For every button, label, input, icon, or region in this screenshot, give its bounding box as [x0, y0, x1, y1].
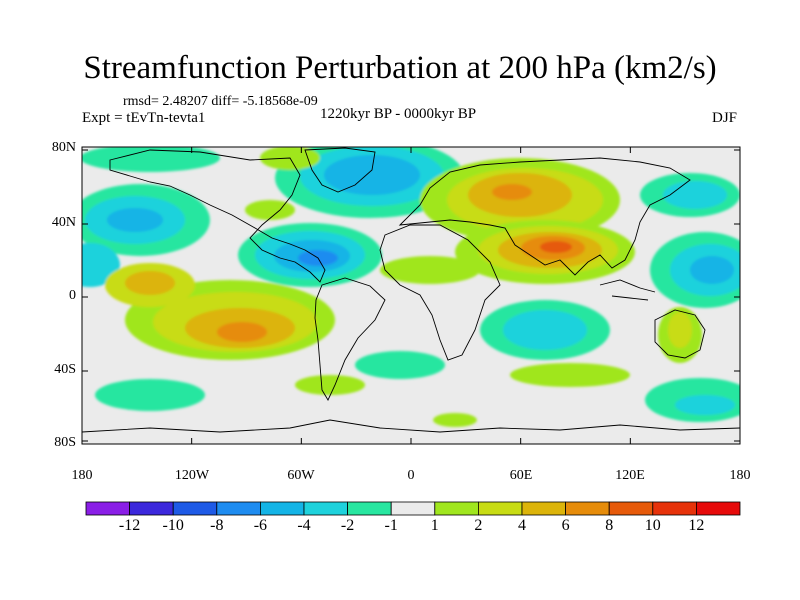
x-tick-label: 120E	[615, 468, 645, 483]
colorbar-label: 6	[561, 517, 570, 534]
europe-asia-coast	[398, 157, 691, 276]
y-tick-label: 80S	[54, 435, 76, 450]
neg-north-pacific-mid	[663, 181, 727, 209]
pos-indian-south	[433, 413, 477, 427]
colorbar-label: -6	[253, 517, 268, 534]
colorbar-swatch	[347, 501, 392, 516]
africa-coast	[379, 224, 501, 361]
pos-greenland-south	[245, 200, 295, 220]
colorbar-label: 4	[518, 517, 526, 534]
colorbar-label: -2	[340, 517, 355, 534]
neg-indian-ocean-mid	[503, 310, 587, 350]
map-ticks	[81, 147, 741, 444]
colorbar-swatch	[521, 501, 566, 516]
experiment-label: Expt = tEvTn-tevta1	[82, 110, 206, 126]
colorbar-swatch	[129, 501, 174, 516]
y-tick-label: 40S	[54, 362, 76, 377]
colorbar-label: -4	[297, 517, 311, 534]
south-america-coast	[314, 277, 386, 401]
north-america-coast	[109, 149, 326, 283]
neg-southern-east-mid	[675, 395, 735, 415]
pos-south-asia-peak	[540, 241, 572, 253]
colorbar-swatch	[565, 501, 610, 516]
colorbar-swatch	[303, 501, 348, 516]
x-tick-label: 60E	[509, 468, 533, 483]
colorbar-label: 2	[474, 517, 483, 534]
colorbar-swatch	[696, 501, 741, 516]
colorbar-label: -10	[162, 517, 184, 534]
y-tick-label: 40N	[51, 215, 76, 230]
colorbar-swatch	[390, 501, 436, 516]
pos-south-atlantic	[295, 375, 365, 395]
period-label: 1220kyr BP - 0000kyr BP	[320, 106, 477, 122]
colorbar-label: -1	[384, 517, 398, 534]
colorbar-label: 1	[430, 517, 439, 534]
australia-coast	[654, 309, 706, 359]
neg-pacific-west-core	[107, 208, 163, 232]
colorbar-swatch	[434, 501, 479, 516]
pos-tropical-pacific-strong	[125, 271, 175, 295]
colorbar-swatch	[216, 501, 261, 516]
y-tick-label: 0	[69, 288, 76, 303]
colorbar-label: 12	[688, 517, 705, 534]
pos-australia-mid	[668, 312, 692, 348]
x-tick-label: 60W	[287, 468, 315, 483]
greenland-coast	[304, 147, 376, 193]
colorbar-swatch	[85, 501, 130, 516]
pos-africa-north	[380, 256, 480, 284]
colorbar-swatch	[652, 501, 697, 516]
indonesia-coast	[599, 279, 656, 301]
neg-north-atlantic-core	[324, 155, 420, 195]
colorbar-label: -12	[118, 517, 141, 534]
y-tick-label: 80N	[51, 140, 76, 155]
x-tick-label: 0	[407, 468, 415, 483]
pos-south-pacific-core	[217, 322, 267, 342]
colorbar-swatch	[477, 501, 523, 516]
x-tick-label: 120W	[174, 468, 210, 483]
pos-eurasia-core	[492, 184, 532, 200]
plot-title: Streamfunction Perturbation at 200 hPa (…	[83, 50, 717, 86]
neg-southern-pacific	[95, 379, 205, 411]
antarctica-coast	[82, 419, 740, 433]
colorbar-label: 10	[644, 517, 661, 534]
x-tick-label: 180	[71, 468, 93, 483]
stats-line: rmsd= 2.48207 diff= -5.18568e-09	[123, 94, 318, 109]
season-label: DJF	[712, 110, 738, 126]
neg-east-pacific-core	[690, 256, 734, 284]
neg-arctic-west	[82, 147, 220, 172]
colorbar-swatch	[608, 501, 654, 516]
colorbar-swatch	[172, 501, 218, 516]
colorbar-label: 8	[605, 517, 614, 534]
colorbar-label: -8	[210, 517, 224, 534]
pos-southern-ocean	[510, 363, 630, 387]
coastlines	[82, 147, 740, 433]
colorbar-swatch	[259, 501, 305, 516]
colorbar	[85, 501, 741, 516]
x-tick-label: 180	[729, 468, 751, 483]
neg-south-atlantic	[355, 351, 445, 379]
